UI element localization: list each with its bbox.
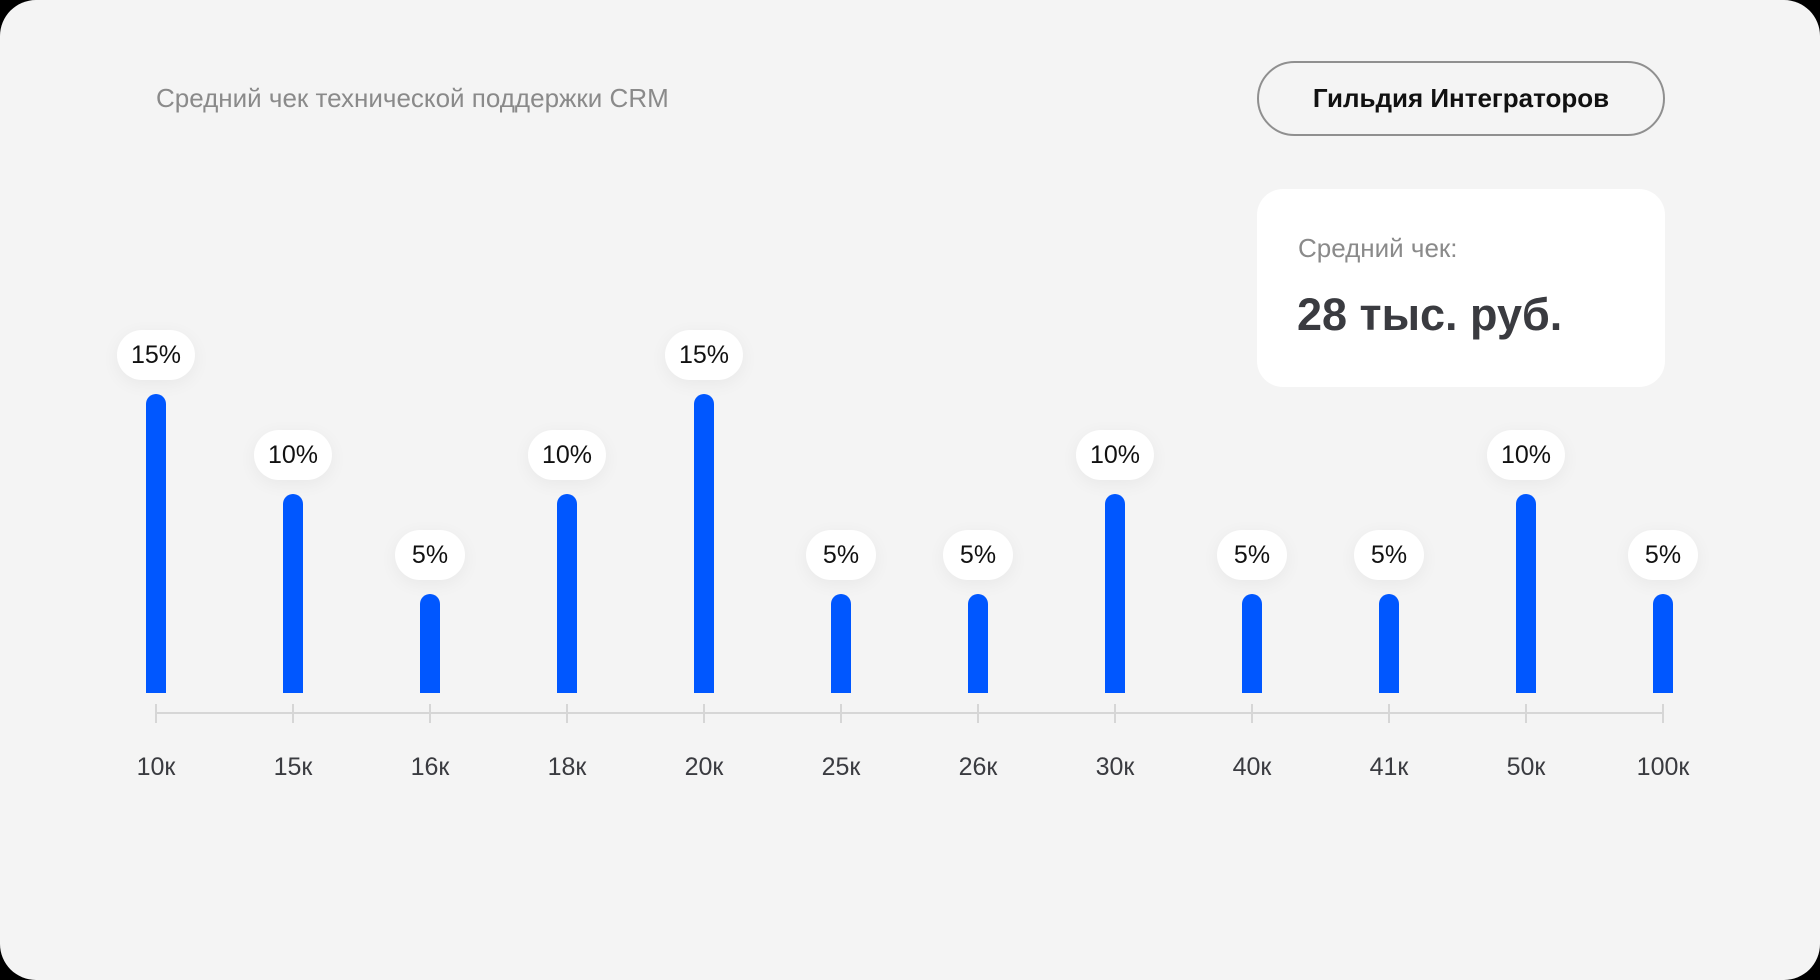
bar <box>831 594 851 693</box>
x-axis-label: 16к <box>410 753 450 781</box>
x-axis-label: 40к <box>1232 753 1272 781</box>
x-axis-label: 25к <box>821 753 861 781</box>
value-label-pill: 10% <box>253 430 333 480</box>
value-label-pill: 15% <box>116 330 196 380</box>
bar <box>1105 494 1125 693</box>
bar <box>1653 594 1673 693</box>
x-axis-label: 15к <box>273 753 313 781</box>
value-label-pill: 5% <box>1217 530 1287 580</box>
bar <box>420 594 440 693</box>
x-axis-label: 100к <box>1636 753 1690 781</box>
average-check-value: 28 тыс. руб. <box>1297 289 1563 340</box>
average-check-card: Средний чек: 28 тыс. руб. <box>1257 189 1665 387</box>
bar <box>1379 594 1399 693</box>
value-label-pill: 5% <box>1354 530 1424 580</box>
x-axis-tick <box>1251 704 1253 723</box>
x-axis-label: 50к <box>1506 753 1546 781</box>
x-axis-tick <box>566 704 568 723</box>
value-label-pill: 5% <box>943 530 1013 580</box>
x-axis-label: 10к <box>136 753 176 781</box>
x-axis-line <box>156 712 1664 714</box>
bar <box>146 394 166 693</box>
value-label-pill: 10% <box>1075 430 1155 480</box>
x-axis-label: 30к <box>1095 753 1135 781</box>
x-axis-tick <box>1662 704 1664 723</box>
x-axis-tick <box>155 704 157 723</box>
bar <box>1242 594 1262 693</box>
x-axis-tick <box>977 704 979 723</box>
x-axis-tick <box>1525 704 1527 723</box>
x-axis-tick <box>703 704 705 723</box>
bar <box>968 594 988 693</box>
x-axis-label: 26к <box>958 753 998 781</box>
chart-title: Средний чек технической поддержки CRM <box>156 83 669 113</box>
x-axis-label: 20к <box>684 753 724 781</box>
bar <box>694 394 714 693</box>
value-label-pill: 5% <box>1628 530 1698 580</box>
x-axis-label: 18к <box>547 753 587 781</box>
bar <box>283 494 303 693</box>
value-label-pill: 5% <box>806 530 876 580</box>
bar <box>1516 494 1536 693</box>
x-axis-tick <box>1114 704 1116 723</box>
value-label-pill: 10% <box>527 430 607 480</box>
bar <box>557 494 577 693</box>
average-check-label: Средний чек: <box>1298 233 1458 263</box>
value-label-pill: 10% <box>1486 430 1566 480</box>
value-label-pill: 15% <box>664 330 744 380</box>
x-axis-label: 41к <box>1369 753 1409 781</box>
x-axis-tick <box>840 704 842 723</box>
brand-button[interactable]: Гильдия Интеграторов <box>1257 61 1665 136</box>
x-axis-tick <box>1388 704 1390 723</box>
x-axis-tick <box>292 704 294 723</box>
x-axis-tick <box>429 704 431 723</box>
value-label-pill: 5% <box>395 530 465 580</box>
